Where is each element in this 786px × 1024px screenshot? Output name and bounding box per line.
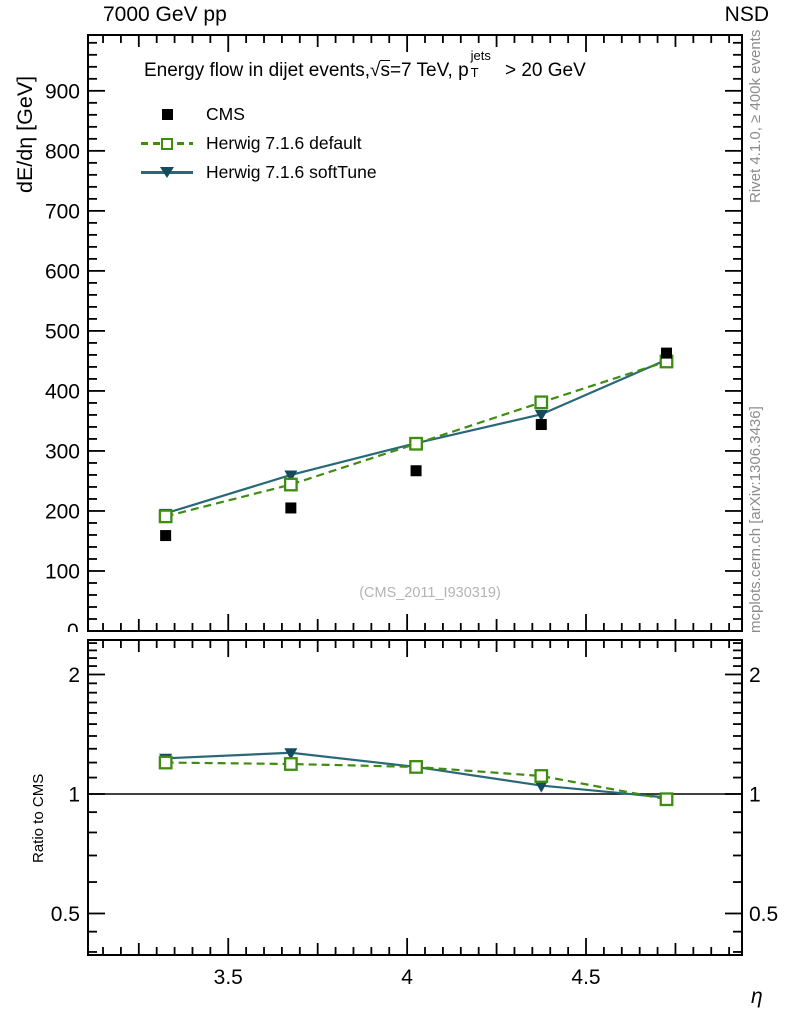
analysis-id-watermark: (CMS_2011_I930319) <box>359 585 501 601</box>
data-point-open-square <box>534 769 549 783</box>
ratio-y-tick-label-right: 2 <box>749 664 761 687</box>
data-point-open-square <box>158 755 173 770</box>
ratio-y-tick-label-left: 2 <box>68 664 80 687</box>
main-y-tick-label: 200 <box>45 500 80 523</box>
ratio-y-tick-label-left: 0.5 <box>51 903 80 926</box>
pt-subscript: T <box>470 64 479 80</box>
data-point-triangle-down <box>284 470 298 482</box>
data-point-open-square <box>659 792 674 807</box>
legend-item-herwig-softtune: Herwig 7.1.6 softTune <box>141 158 377 187</box>
sqrt-argument: s <box>380 60 390 81</box>
legend-item-herwig-default: Herwig 7.1.6 default <box>141 129 377 158</box>
main-y-tick-label: 900 <box>45 80 80 103</box>
data-point-open-square <box>534 395 549 410</box>
pt-superscript: jets <box>470 47 491 63</box>
ratio-panel-frame <box>87 639 743 956</box>
main-y-tick-label: 600 <box>45 260 80 283</box>
legend: CMS Herwig 7.1.6 default Herwig 7.1.6 so… <box>141 100 377 187</box>
data-point-filled-square <box>410 465 422 477</box>
plot-title-text3: > 20 GeV <box>499 60 586 81</box>
open-square-icon <box>161 137 173 150</box>
main-y-tick-label: 100 <box>45 560 80 583</box>
clipped-zero-tick-label: 0 <box>67 621 83 632</box>
cms-filled-square-icon <box>161 109 173 120</box>
main-y-tick-label: 800 <box>45 140 80 163</box>
plot-title-text2: =7 TeV, p <box>389 60 469 81</box>
data-point-open-square <box>158 509 173 524</box>
rivet-version-note: Rivet 4.1.0, ≥ 400k events <box>747 29 764 203</box>
main-panel: 100 200 300 400 500 600 700 800 900 <box>45 34 743 632</box>
legend-label-herwig-default: Herwig 7.1.6 default <box>206 133 362 153</box>
main-y-tick-label: 500 <box>45 320 80 343</box>
ratio-y-tick-label-right: 1 <box>749 783 761 806</box>
main-y-tick-label: 400 <box>45 380 80 403</box>
data-point-open-square <box>409 436 423 451</box>
data-point-filled-square <box>535 419 547 431</box>
ratio-y-tick-label-right: 0.5 <box>749 903 778 926</box>
ratio-y-axis-title: Ratio to CMS <box>30 773 47 863</box>
ratio-line-herwig-softtune <box>165 751 667 799</box>
data-point-triangle-down <box>534 781 548 793</box>
series-line-herwig-softtune <box>165 358 667 515</box>
event-class-label: NSD <box>724 3 769 26</box>
mcplots-reference-note: mcplots.cern.ch [arXiv:1306.3436] <box>747 406 764 633</box>
ratio-panel: 3.5 4 4.5 0.5 0.5 1 1 2 2 <box>51 639 778 989</box>
beam-energy-label: 7000 GeV pp <box>103 3 227 26</box>
main-panel-frame <box>87 34 743 632</box>
x-tick-label: 4 <box>401 966 413 989</box>
sqrt-symbol: √ <box>370 60 381 81</box>
data-point-filled-square <box>285 502 297 514</box>
data-point-filled-square <box>160 530 172 542</box>
x-tick-label: 4.5 <box>571 966 600 989</box>
main-y-axis-title: dE/dη [GeV] <box>13 75 37 193</box>
data-point-triangle-down <box>284 748 298 760</box>
main-y-tick-label: 300 <box>45 440 80 463</box>
data-point-open-square <box>409 760 423 774</box>
ratio-y-tick-label-left: 1 <box>68 783 80 806</box>
legend-label-herwig-softtune: Herwig 7.1.6 softTune <box>206 162 377 182</box>
data-point-open-square <box>283 477 298 492</box>
x-axis-title: η <box>751 985 763 1008</box>
plot-title-text: Energy flow in dijet events, <box>144 60 371 81</box>
herwig-softtune-marker-cell <box>141 163 193 183</box>
data-point-triangle-down <box>534 409 548 422</box>
legend-label-cms: CMS <box>206 104 245 124</box>
pt-jets-stack: jets T <box>469 48 500 80</box>
data-point-open-square <box>283 757 298 771</box>
main-y-tick-label: 700 <box>45 200 80 223</box>
cms-marker-cell <box>141 105 193 125</box>
herwig-default-marker-cell <box>141 134 193 154</box>
legend-item-cms: CMS <box>141 100 377 129</box>
data-point-filled-square <box>661 347 673 359</box>
triangle-down-icon <box>160 167 174 178</box>
x-tick-label: 3.5 <box>214 966 243 989</box>
